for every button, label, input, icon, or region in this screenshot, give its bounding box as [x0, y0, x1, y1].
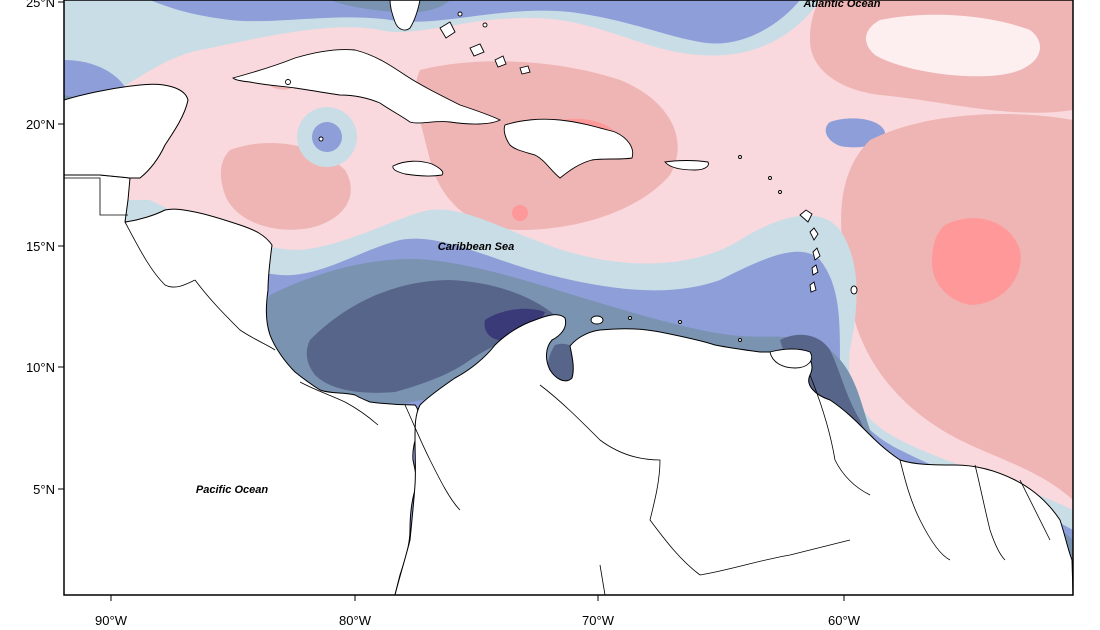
longitude-axis: 90°W 80°W 70°W 60°W [95, 595, 861, 628]
border-venezuela-guyana [809, 374, 871, 496]
lat-tick-label: 20°N [26, 117, 55, 132]
lon-tick-label: 60°W [828, 613, 861, 628]
latitude-axis: 25°N 20°N 15°N 10°N 5°N [26, 0, 64, 497]
land-bahamas-1 [439, 21, 456, 39]
land-trinidad [769, 348, 813, 369]
land-yucatan [64, 83, 189, 179]
anomaly-atlantic-se-strong [931, 218, 1021, 305]
land-cayman [318, 136, 324, 142]
anomaly-cayman-mid [312, 122, 342, 152]
anomaly-band-north-mid [150, 0, 800, 44]
label-pacific-ocean: Pacific Ocean [196, 484, 268, 496]
land-los-roques [678, 320, 682, 324]
border-guatemala-honduras [124, 221, 196, 288]
anomaly-atlantic-ne-near-zero [865, 14, 1040, 77]
land-hispaniola [503, 118, 634, 179]
land-puerto-rico [664, 160, 709, 171]
border-colombia-south [599, 564, 606, 595]
land-leeward-1 [768, 176, 772, 180]
land-bahamas-4 [519, 65, 531, 75]
land-bahamas-3 [494, 55, 507, 68]
border-french-guiana-brazil [1019, 479, 1051, 541]
border-guyana-suriname [899, 459, 951, 561]
lat-tick-label: 10°N [26, 360, 55, 375]
land-martinique [812, 247, 821, 261]
landmasses [64, 0, 1073, 595]
land-barbados [850, 285, 858, 295]
land-leeward-2 [778, 190, 782, 194]
land-dominica [809, 227, 819, 241]
map-border [63, 0, 1074, 596]
border-honduras-nicaragua [194, 279, 276, 351]
lon-tick-label: 80°W [339, 613, 372, 628]
lon-tick-label: 70°W [582, 613, 615, 628]
border-panama-colombia [404, 404, 461, 511]
lat-tick-label: 5°N [33, 482, 55, 497]
border-mexico-guatemala [64, 177, 128, 216]
land-st-vincent [809, 281, 817, 293]
land-bonaire [628, 316, 632, 320]
land-bahamas-6 [482, 22, 488, 28]
land-bahamas-5 [457, 11, 463, 17]
land-florida [389, 0, 421, 31]
land-curacao [590, 315, 604, 325]
lon-tick-label: 90°W [95, 613, 128, 628]
lat-tick-label: 15°N [26, 239, 55, 254]
land-jamaica [392, 160, 444, 177]
anomaly-atlantic-se-mid [841, 114, 1073, 501]
border-venezuela-brazil [699, 539, 851, 576]
anomaly-central-strong [512, 205, 528, 221]
land-virgin-islands [738, 155, 742, 159]
border-colombia-venezuela [539, 384, 701, 576]
country-borders [64, 177, 1051, 595]
anomaly-band-north-weak [64, 0, 820, 110]
border-suriname-french-guiana [974, 464, 1006, 561]
land-st-lucia [811, 264, 819, 276]
anomaly-band-north-strong [330, 0, 450, 13]
anomaly-colombia-basin-stronger [306, 280, 560, 393]
anomaly-colombia-basin-max [484, 308, 545, 341]
label-caribbean-sea: Caribbean Sea [438, 241, 514, 253]
land-guadeloupe [799, 209, 813, 223]
border-costa-rica-panama [299, 381, 379, 426]
label-atlantic-ocean: Atlantic Ocean [802, 0, 880, 10]
land-margarita [738, 338, 742, 342]
land-cuba [232, 49, 502, 125]
land-isle-of-youth [285, 79, 291, 85]
land-bahamas-2 [469, 43, 485, 57]
lat-tick-label: 25°N [26, 0, 55, 10]
